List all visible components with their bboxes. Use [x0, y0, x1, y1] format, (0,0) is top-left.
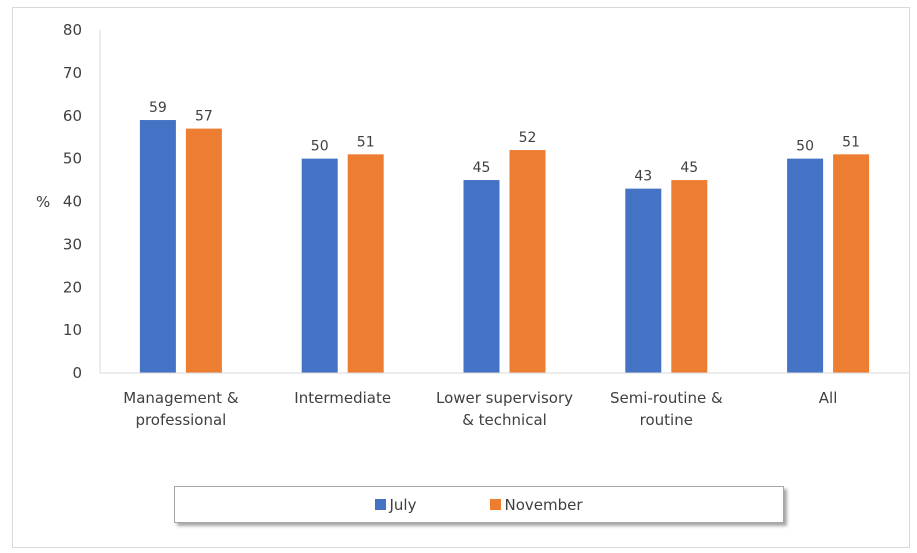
x-axis: Management & professional Intermediate Lowe… — [100, 373, 909, 429]
y-tick-label: 20 — [63, 278, 82, 296]
bar-chart: 0 10 20 30 40 50 60 70 80 59 57 50 51 45 52 43 45 50 51 M… — [13, 8, 909, 547]
data-label: 51 — [842, 134, 860, 150]
data-label: 51 — [357, 134, 375, 150]
y-tick-label: 10 — [63, 321, 82, 339]
data-labels: 59 57 50 51 45 52 43 45 50 51 — [149, 100, 860, 185]
x-tick-label: routine — [640, 411, 693, 429]
x-tick-label: Intermediate — [294, 389, 391, 407]
bar-november-1 — [348, 154, 384, 373]
x-tick-label: All — [819, 389, 838, 407]
x-tick-label: professional — [135, 411, 226, 429]
data-label: 59 — [149, 100, 167, 116]
x-tick-label: Semi-routine & — [610, 389, 723, 407]
y-axis-title: % — [36, 193, 50, 211]
legend-swatch — [490, 499, 501, 510]
bar-november-4 — [833, 154, 869, 373]
x-tick-label: & technical — [462, 411, 547, 429]
x-tick-label: Lower supervisory — [436, 389, 573, 407]
bar-july-2 — [464, 180, 500, 373]
data-label: 50 — [311, 139, 329, 155]
legend-entry-july: July — [375, 496, 416, 514]
y-tick-label: 40 — [63, 193, 82, 211]
data-label: 45 — [473, 160, 491, 176]
legend-label: November — [504, 496, 582, 514]
legend-entry-november: November — [490, 496, 582, 514]
data-label: 43 — [634, 169, 652, 185]
y-tick-label: 0 — [72, 364, 82, 382]
bars — [140, 120, 869, 373]
y-tick-label: 70 — [63, 64, 82, 82]
y-tick-label: 80 — [63, 21, 82, 39]
bar-november-3 — [671, 180, 707, 373]
bar-november-0 — [186, 129, 222, 373]
y-axis: 0 10 20 30 40 50 60 70 80 — [63, 21, 100, 382]
bar-july-0 — [140, 120, 176, 373]
bar-july-1 — [302, 159, 338, 373]
bar-july-4 — [787, 159, 823, 373]
y-tick-label: 50 — [63, 150, 82, 168]
legend-swatch — [375, 499, 386, 510]
data-label: 57 — [195, 109, 213, 125]
legend-label: July — [389, 496, 416, 514]
x-tick-label: Management & — [123, 389, 239, 407]
legend: July November — [174, 486, 784, 523]
y-tick-label: 60 — [63, 107, 82, 125]
data-label: 45 — [680, 160, 698, 176]
bar-july-3 — [625, 189, 661, 373]
y-tick-label: 30 — [63, 235, 82, 253]
chart-frame: 0 10 20 30 40 50 60 70 80 59 57 50 51 45 52 43 45 50 51 M… — [12, 7, 910, 548]
bar-november-2 — [510, 150, 546, 373]
data-label: 50 — [796, 139, 814, 155]
data-label: 52 — [519, 130, 537, 146]
